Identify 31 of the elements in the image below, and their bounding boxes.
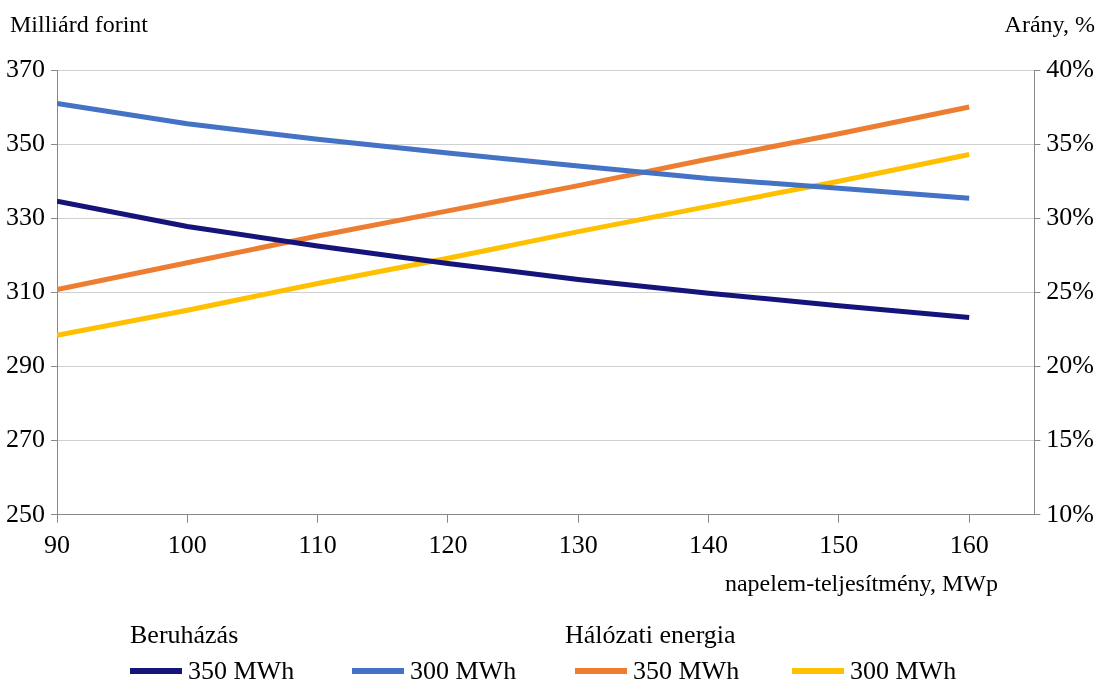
text: Hálózati energia (565, 620, 736, 650)
y2-tick-label: 25% (1046, 276, 1095, 306)
y-tick-label: 290 (6, 350, 45, 380)
x-tick-label: 100 (167, 530, 207, 560)
x-tick-label: 130 (558, 530, 598, 560)
text: Beruházás (130, 620, 239, 650)
y2-tick-label: 35% (1046, 127, 1095, 157)
x-tick-label: 150 (819, 530, 859, 560)
y2-tick-label: 30% (1046, 202, 1095, 232)
y-tick-label: 350 (6, 127, 45, 157)
legend-label: 350 MWh (633, 656, 740, 686)
x-tick-label: 90 (44, 530, 70, 560)
y-tick-label: 270 (6, 424, 45, 454)
y-tick-label: 250 (6, 498, 45, 528)
y-tick-label: 370 (6, 53, 45, 83)
y-tick-label: 330 (6, 202, 45, 232)
x-tick-label: 140 (689, 530, 729, 560)
legend-label: 300 MWh (410, 656, 517, 686)
x-tick-label: 120 (428, 530, 468, 560)
y-axis-title: Milliárd forint (10, 11, 149, 38)
y2-tick-label: 10% (1046, 498, 1095, 528)
x-tick-label: 160 (949, 530, 989, 560)
y2-tick-label: 15% (1046, 424, 1095, 454)
y-tick-label: 310 (6, 276, 45, 306)
x-tick-label: 110 (298, 530, 337, 560)
y2-tick-label: 20% (1046, 350, 1095, 380)
legend-label: 300 MWh (850, 656, 957, 686)
y2-axis-title: Arány, % (1004, 11, 1095, 38)
x-axis-title: napelem-teljesítmény, MWp (724, 570, 998, 597)
legend-label: 350 MWh (188, 656, 295, 686)
y2-tick-label: 40% (1046, 53, 1095, 83)
